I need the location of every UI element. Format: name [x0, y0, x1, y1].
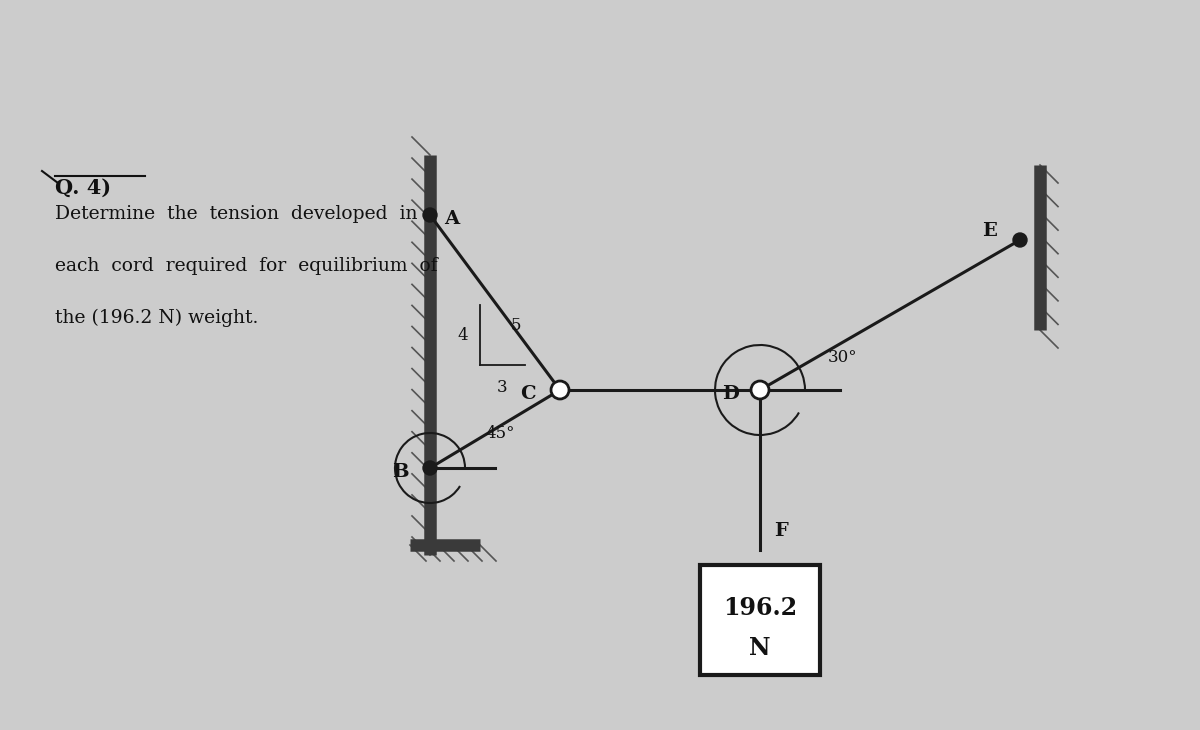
Text: 45°: 45°: [485, 425, 515, 442]
Text: 4: 4: [457, 326, 468, 344]
Circle shape: [551, 381, 569, 399]
Text: 30°: 30°: [828, 349, 858, 366]
Text: E: E: [982, 222, 997, 240]
Circle shape: [424, 208, 437, 222]
Text: 196.2: 196.2: [722, 596, 797, 620]
Text: the (196.2 N) weight.: the (196.2 N) weight.: [55, 309, 258, 327]
Circle shape: [1013, 233, 1027, 247]
Circle shape: [424, 461, 437, 475]
Text: A: A: [444, 210, 460, 228]
Text: F: F: [774, 522, 787, 540]
Text: Determine  the  tension  developed  in: Determine the tension developed in: [55, 205, 418, 223]
Text: Q. 4): Q. 4): [55, 178, 112, 198]
Circle shape: [751, 381, 769, 399]
Bar: [700, 565, 820, 675]
Text: N: N: [749, 636, 770, 660]
Text: C: C: [520, 385, 535, 403]
Text: B: B: [392, 463, 409, 481]
Text: each  cord  required  for  equilibrium  of: each cord required for equilibrium of: [55, 257, 438, 275]
Text: 3: 3: [497, 379, 508, 396]
Text: 5: 5: [510, 317, 521, 334]
Text: D: D: [722, 385, 739, 403]
